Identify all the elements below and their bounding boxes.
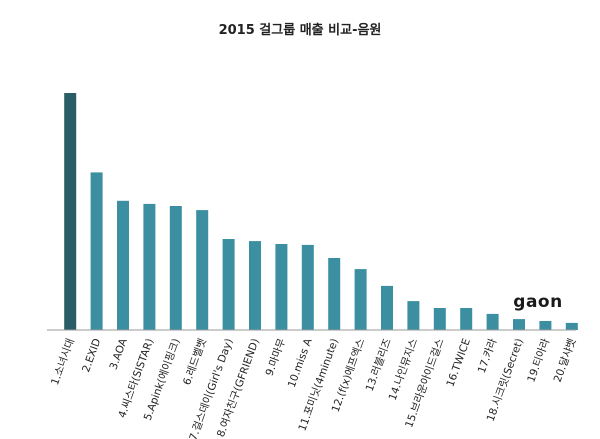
bar-4 — [143, 203, 156, 330]
bar-20 — [565, 322, 578, 330]
bar-13 — [381, 285, 393, 330]
x-tick-label-1: 1.소녀시대 — [49, 337, 77, 387]
bar-12 — [354, 269, 367, 330]
bar-8 — [249, 241, 261, 330]
x-tick-labels: 1.소녀시대 2.EXID 3.AOA4.씨스타(SISTAR)5.Apink(에이… — [49, 336, 579, 439]
bar-6 — [196, 210, 209, 330]
x-tick-label-2: 2.EXID — [80, 337, 103, 374]
bar-19 — [539, 321, 552, 330]
x-tick-label-10: 10.miss A — [286, 336, 315, 389]
bar-5 — [169, 206, 182, 330]
bar-9 — [275, 244, 288, 330]
bar-11 — [328, 258, 341, 330]
bar-15 — [433, 308, 446, 330]
bar-18 — [513, 319, 525, 330]
chart-title: 2015 걸그룹 매출 비교-음원 — [219, 22, 382, 38]
bar-17 — [486, 313, 499, 330]
x-tick-label-16: 16.TWICE — [444, 337, 473, 389]
x-tick-label-3: 3.AOA — [108, 336, 131, 371]
bar-16 — [460, 308, 473, 330]
bar-1 — [64, 93, 77, 330]
gaon-logo: gaon — [513, 292, 562, 312]
bar-2 — [90, 172, 103, 330]
bar-14 — [407, 301, 420, 330]
x-tick-label-13: 13.러블리즈 — [364, 337, 394, 393]
bar-10 — [301, 244, 314, 330]
x-tick-label-17: 17.카라 — [476, 337, 500, 375]
x-tick-label-19: 19.티아라 — [525, 337, 552, 384]
bars-group — [64, 93, 578, 330]
x-tick-label-9: 9.마마무 — [264, 337, 289, 378]
bar-3 — [117, 200, 129, 330]
bar-7 — [222, 239, 235, 330]
x-tick-label-20: 20.달샤벳 — [552, 337, 579, 384]
x-tick-label-6: 6.레드벨벳 — [181, 337, 209, 387]
